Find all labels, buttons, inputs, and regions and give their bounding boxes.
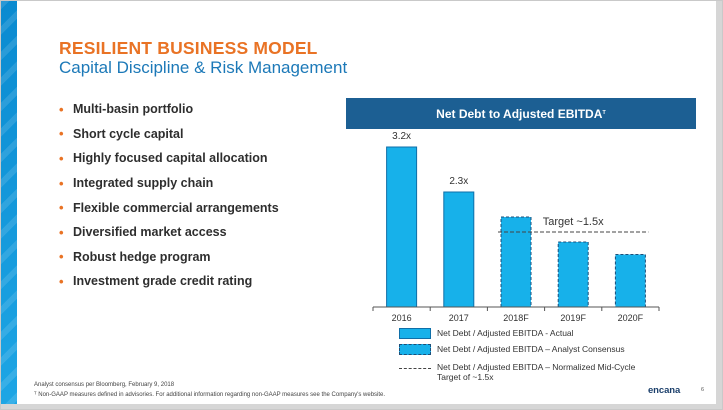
chart-title-mark: ᵀ [602,109,606,118]
bar-2020f [614,254,646,308]
legend-label-target-line2: Target of ~1.5x [437,372,494,382]
bullet-marker: • [59,249,64,265]
legend-swatch-consensus [399,344,431,355]
legend-label-actual: Net Debt / Adjusted EBITDA - Actual [437,328,574,338]
bullet-text: Flexible commercial arrangements [73,200,279,215]
bullet-text: Integrated supply chain [73,176,214,191]
bar-2017 [443,191,475,308]
bullet-marker: • [59,175,64,191]
x-tick-label: 2019F [560,313,586,323]
data-label: 3.2x [392,131,411,142]
bullet-marker: • [59,126,64,142]
bullet-marker: • [59,150,64,166]
bullet-marker: • [59,273,64,289]
legend-swatch-actual [399,328,431,339]
bullet-item: • Short cycle capital [59,122,279,147]
bullet-text: Investment grade credit rating [73,274,253,289]
legend-swatch-target [399,368,431,369]
bullet-text: Multi-basin portfolio [73,102,194,117]
page-number: 6 [701,387,705,393]
legend-item-target: Net Debt / Adjusted EBITDA – Normalized … [399,362,635,382]
bullet-text: Robust hedge program [73,249,211,264]
x-tick-label: 2016 [392,313,412,323]
bullet-item: • Diversified market access [59,220,279,245]
chart-title: Net Debt to Adjusted EBITDA ᵀ [346,98,696,129]
slide-title: RESILIENT BUSINESS MODEL [59,38,318,58]
bullet-text: Highly focused capital allocation [73,151,268,166]
legend-label-consensus: Net Debt / Adjusted EBITDA – Analyst Con… [437,344,625,354]
bullet-marker: • [59,101,64,117]
bar-2016 [386,146,418,308]
slide-shadow-right [716,1,722,409]
legend-item-actual: Net Debt / Adjusted EBITDA - Actual [399,328,574,339]
bullet-item: • Integrated supply chain [59,171,279,196]
slide-shadow-bottom [1,404,722,409]
bar-2019f [557,241,589,308]
x-tick-label: 2017 [449,313,469,323]
bullet-text: Short cycle capital [73,126,184,141]
data-label: 2.3x [449,176,468,187]
chart-title-text: Net Debt to Adjusted EBITDA [436,106,603,121]
footnote-nongaap: ᵀ Non-GAAP measures defined in advisorie… [34,392,386,398]
decorative-side-strip [1,1,17,409]
encana-logo: encana [648,385,681,396]
bullet-item: • Robust hedge program [59,245,279,270]
footnote-consensus: Analyst consensus per Bloomberg, Februar… [34,382,175,388]
bullet-item: • Flexible commercial arrangements [59,195,279,220]
legend-item-consensus: Net Debt / Adjusted EBITDA – Analyst Con… [399,344,625,355]
legend-label-target: Net Debt / Adjusted EBITDA – Normalized … [437,362,635,382]
bullet-item: • Highly focused capital allocation [59,146,279,171]
x-tick-label: 2020F [618,313,644,323]
x-tick-label: 2018F [503,313,529,323]
bullet-marker: • [59,224,64,240]
bullet-text: Diversified market access [73,225,227,240]
bullet-item: • Investment grade credit rating [59,269,279,294]
legend-label-target-line1: Net Debt / Adjusted EBITDA – Normalized … [437,362,636,372]
bullet-marker: • [59,200,64,216]
bar-2018f [500,216,532,308]
bullet-list: • Multi-basin portfolio • Short cycle capit… [59,97,279,294]
slide-subtitle: Capital Discipline & Risk Management [59,58,348,77]
target-label: Target ~1.5x [543,216,604,228]
bullet-item: • Multi-basin portfolio [59,97,279,122]
